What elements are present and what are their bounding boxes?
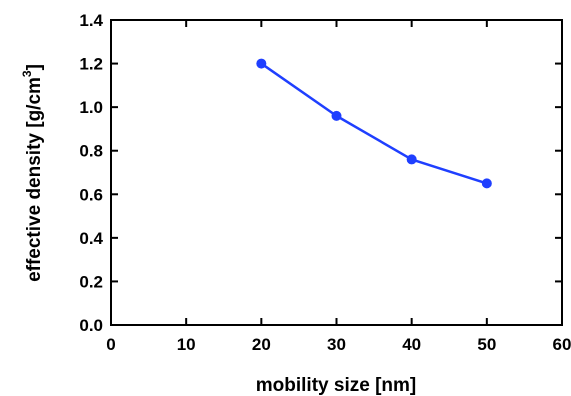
x-tick-label: 20 xyxy=(252,335,271,354)
data-point xyxy=(256,58,267,69)
y-tick-label: 0.6 xyxy=(79,185,103,204)
x-tick-label: 30 xyxy=(327,335,346,354)
x-tick-label: 10 xyxy=(177,335,196,354)
y-axis-label-superscript: 3 xyxy=(20,70,34,77)
data-point xyxy=(481,178,492,189)
x-axis-label: mobility size [nm] xyxy=(256,375,416,396)
x-tick-label: 0 xyxy=(106,335,115,354)
y-tick-label: 0.2 xyxy=(79,272,103,291)
y-tick-label: 1.4 xyxy=(79,11,103,30)
x-tick-label: 50 xyxy=(477,335,496,354)
data-point xyxy=(331,110,342,121)
series-line xyxy=(260,62,488,185)
y-tick-label: 1.2 xyxy=(79,55,103,74)
y-tick-label: 1.0 xyxy=(79,98,103,117)
data-point xyxy=(406,154,417,165)
y-axis-label: effective density [g/cm3] xyxy=(20,64,45,282)
x-tick-label: 60 xyxy=(553,335,571,354)
y-tick-label: 0.8 xyxy=(79,142,103,161)
series-layer xyxy=(256,58,492,189)
plot-frame xyxy=(110,19,563,326)
y-axis-label-close: ] xyxy=(24,64,45,70)
tick-labels: 0 10 20 30 40 50 60 0.0 0.2 0.4 0.6 0.8 1.0 1.2 1.4 xyxy=(79,11,571,354)
ticks xyxy=(110,19,563,326)
y-axis-label-main: effective density [g/cm xyxy=(24,77,45,282)
x-tick-label: 40 xyxy=(402,335,421,354)
y-tick-label: 0.0 xyxy=(79,316,103,335)
y-tick-label: 0.4 xyxy=(79,229,103,248)
